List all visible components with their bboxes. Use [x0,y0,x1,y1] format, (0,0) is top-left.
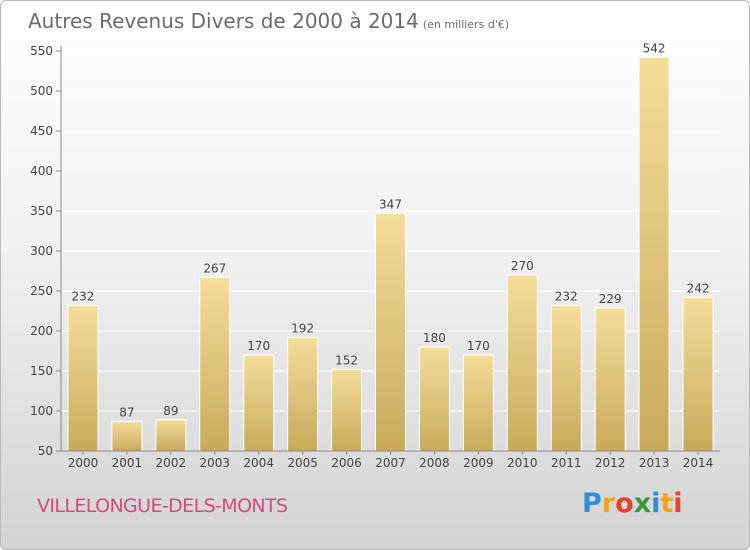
data-label: 270 [511,259,534,273]
data-label: 170 [467,339,490,353]
bar[interactable] [506,274,538,452]
bar[interactable] [67,304,99,452]
commune-name: VILLELONGUE-DELS-MONTS [37,495,288,517]
bar[interactable] [287,336,319,452]
y-tick-label: 50 [38,444,53,458]
y-tick-label: 550 [30,44,53,58]
y-tick-label: 400 [30,164,53,178]
data-label: 170 [247,339,270,353]
bar[interactable] [594,307,626,452]
logo-letter: t [660,488,674,519]
logo-letter: x [633,488,652,519]
data-label: 267 [203,261,226,275]
data-label: 192 [291,321,314,335]
data-label: 542 [643,41,666,55]
y-tick-label: 200 [30,324,53,338]
title-unit: (en milliers d'€) [422,18,510,31]
x-tick-label: 2001 [112,456,143,470]
bar[interactable] [199,276,231,452]
title-text: Autres Revenus Divers de 2000 à 2014 [28,9,419,33]
bar[interactable] [111,420,143,452]
bar[interactable] [375,212,406,452]
data-label: 87 [119,405,134,419]
bar[interactable] [418,346,450,452]
bar[interactable] [331,368,363,452]
x-tick-label: 2003 [199,456,230,470]
data-label: 232 [555,289,578,303]
x-tick-label: 2013 [639,456,670,470]
y-tick-label: 150 [30,364,53,378]
logo-letter: i [673,488,683,519]
chart-title: Autres Revenus Divers de 2000 à 2014 (en … [28,9,509,33]
data-label: 232 [72,289,95,303]
logo-letter: i [651,488,661,519]
data-label: 89 [163,404,178,418]
x-tick-label: 2000 [68,456,99,470]
y-tick-label: 450 [30,124,53,138]
x-tick-label: 2006 [331,456,362,470]
x-tick-label: 2011 [551,456,582,470]
y-tick-label: 500 [30,84,53,98]
x-tick-label: 2010 [507,456,538,470]
logo-letter: r [601,488,616,519]
x-tick-label: 2002 [156,456,187,470]
logo-letter: o [615,488,634,519]
data-label: 180 [423,331,446,345]
x-tick-label: 2012 [595,456,626,470]
data-label: 347 [379,197,402,211]
x-tick-label: 2014 [683,456,714,470]
y-tick-label: 300 [30,244,53,258]
x-tick-label: 2005 [287,456,318,470]
data-label: 242 [687,281,710,295]
data-label: 152 [335,353,358,367]
bar[interactable] [682,296,714,452]
x-tick-label: 2009 [463,456,494,470]
bar[interactable] [462,354,494,452]
plot-area: 50 100 150 200 250 300 350 400 450 500 550 232 2000 8… [30,41,720,470]
bar[interactable] [638,56,670,452]
y-tick-label: 350 [30,204,53,218]
x-tick-label: 2008 [419,456,450,470]
logo-letter: P [582,488,602,519]
x-tick-label: 2007 [375,456,406,470]
y-tick-label: 100 [30,404,53,418]
bar[interactable] [550,304,582,452]
proxiti-logo[interactable]: Proxiti [582,488,683,519]
bar[interactable] [155,419,187,452]
data-label: 229 [599,292,622,306]
bar[interactable] [243,354,275,452]
x-tick-label: 2004 [243,456,274,470]
y-tick-label: 250 [30,284,53,298]
